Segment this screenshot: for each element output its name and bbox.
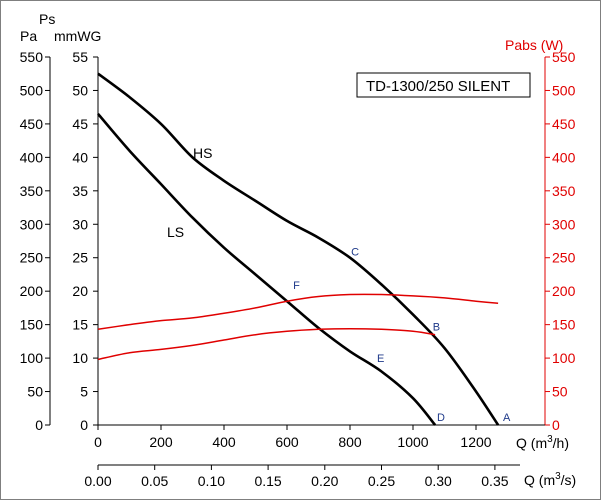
mmwg-tick-label: 45 bbox=[72, 116, 88, 132]
mmwg-tick-label: 0 bbox=[80, 417, 88, 433]
power-curve-3 bbox=[97, 327, 436, 361]
x2-tick-label: 0.05 bbox=[141, 473, 168, 489]
ps-label: Ps bbox=[39, 11, 55, 27]
pa-tick-label: 250 bbox=[20, 250, 44, 266]
x-tick-label: 1200 bbox=[460, 434, 491, 450]
mmwg-tick-label: 15 bbox=[72, 317, 88, 333]
curves bbox=[97, 72, 500, 426]
point-label-c: C bbox=[351, 247, 359, 259]
w-tick-label: 500 bbox=[552, 82, 576, 98]
pa-tick-label: 400 bbox=[20, 149, 44, 165]
mmwg-axis-ticks: 0 5 10 15 20 25 30 35 40 45 50 55 bbox=[72, 49, 98, 433]
model-title: TD-1300/250 SILENT bbox=[366, 78, 510, 95]
point-label-d: D bbox=[437, 412, 445, 424]
point-label-e: E bbox=[377, 353, 384, 365]
x-tick-label: 800 bbox=[338, 434, 362, 450]
x-tick-label: 400 bbox=[212, 434, 236, 450]
point-label-f: F bbox=[293, 280, 300, 292]
pressure-curve-hs bbox=[97, 72, 500, 426]
mmwg-tick-label: 30 bbox=[72, 216, 88, 232]
x2-tick-label: 0.25 bbox=[368, 473, 395, 489]
x-tick-label: 1000 bbox=[397, 434, 428, 450]
pa-tick-label: 200 bbox=[20, 283, 44, 299]
pa-tick-label: 50 bbox=[27, 384, 43, 400]
pa-tick-label: 150 bbox=[20, 317, 44, 333]
model-title-box bbox=[356, 72, 531, 98]
mmwg-tick-label: 25 bbox=[72, 250, 88, 266]
ls-curve-label: LS bbox=[167, 224, 184, 240]
x-tick-label: 600 bbox=[275, 434, 299, 450]
w-tick-label: 400 bbox=[552, 149, 576, 165]
pa-tick-label: 450 bbox=[20, 116, 44, 132]
pa-tick-label: 0 bbox=[35, 417, 43, 433]
x2-tick-label: 0.15 bbox=[254, 473, 281, 489]
w-tick-label: 100 bbox=[552, 350, 576, 366]
w-tick-label: 300 bbox=[552, 216, 576, 232]
pa-tick-label: 350 bbox=[20, 183, 44, 199]
w-tick-label: 450 bbox=[552, 116, 576, 132]
mmwg-tick-label: 50 bbox=[72, 82, 88, 98]
pabs-label: Pabs (W) bbox=[505, 37, 563, 53]
mmwg-tick-label: 55 bbox=[72, 49, 88, 65]
mmwg-tick-label: 20 bbox=[72, 283, 88, 299]
w-tick-label: 250 bbox=[552, 250, 576, 266]
operating-points: A B C D E F bbox=[293, 247, 511, 424]
hs-curve-label: HS bbox=[193, 145, 212, 161]
x2-axis-label: Q (m3/s) bbox=[524, 471, 576, 488]
w-tick-label: 50 bbox=[552, 384, 568, 400]
x2-tick-label: 0.30 bbox=[425, 473, 452, 489]
x2-tick-label: 0.35 bbox=[481, 473, 508, 489]
pa-tick-label: 100 bbox=[20, 350, 44, 366]
w-tick-label: 0 bbox=[552, 417, 560, 433]
mmwg-unit-label: mmWG bbox=[54, 28, 101, 44]
x2-tick-label: 0.20 bbox=[311, 473, 338, 489]
power-curve-2 bbox=[97, 293, 499, 331]
x2-axis-ticks: 0.00 0.05 0.10 0.15 0.20 0.25 0.30 0.35 bbox=[84, 465, 509, 489]
point-label-a: A bbox=[503, 412, 511, 424]
w-tick-label: 200 bbox=[552, 283, 576, 299]
mmwg-tick-label: 10 bbox=[72, 350, 88, 366]
x-tick-label: 0 bbox=[94, 434, 102, 450]
w-tick-label: 550 bbox=[552, 49, 576, 65]
pa-axis-ticks: 0 50 100 150 200 250 300 350 400 450 500 550 bbox=[20, 49, 50, 433]
pa-tick-label: 500 bbox=[20, 82, 44, 98]
x-tick-label: 200 bbox=[149, 434, 173, 450]
mmwg-tick-label: 5 bbox=[80, 384, 88, 400]
pa-tick-label: 550 bbox=[20, 49, 44, 65]
w-axis-ticks: 0 50 100 150 200 250 300 350 400 450 500 550 bbox=[545, 49, 576, 433]
w-tick-label: 350 bbox=[552, 183, 576, 199]
mmwg-tick-label: 35 bbox=[72, 183, 88, 199]
pressure-curve-ls bbox=[97, 113, 437, 426]
x2-tick-label: 0.10 bbox=[198, 473, 225, 489]
x-axis-label: Q (m3/h) bbox=[516, 434, 569, 451]
w-tick-label: 150 bbox=[552, 317, 576, 333]
point-label-b: B bbox=[433, 322, 440, 334]
pa-unit-label: Pa bbox=[20, 28, 37, 44]
x-axis-ticks: 0 200 400 600 800 1000 1200 bbox=[94, 425, 492, 450]
pa-tick-label: 300 bbox=[20, 216, 44, 232]
mmwg-tick-label: 40 bbox=[72, 149, 88, 165]
x2-tick-label: 0.00 bbox=[84, 473, 111, 489]
